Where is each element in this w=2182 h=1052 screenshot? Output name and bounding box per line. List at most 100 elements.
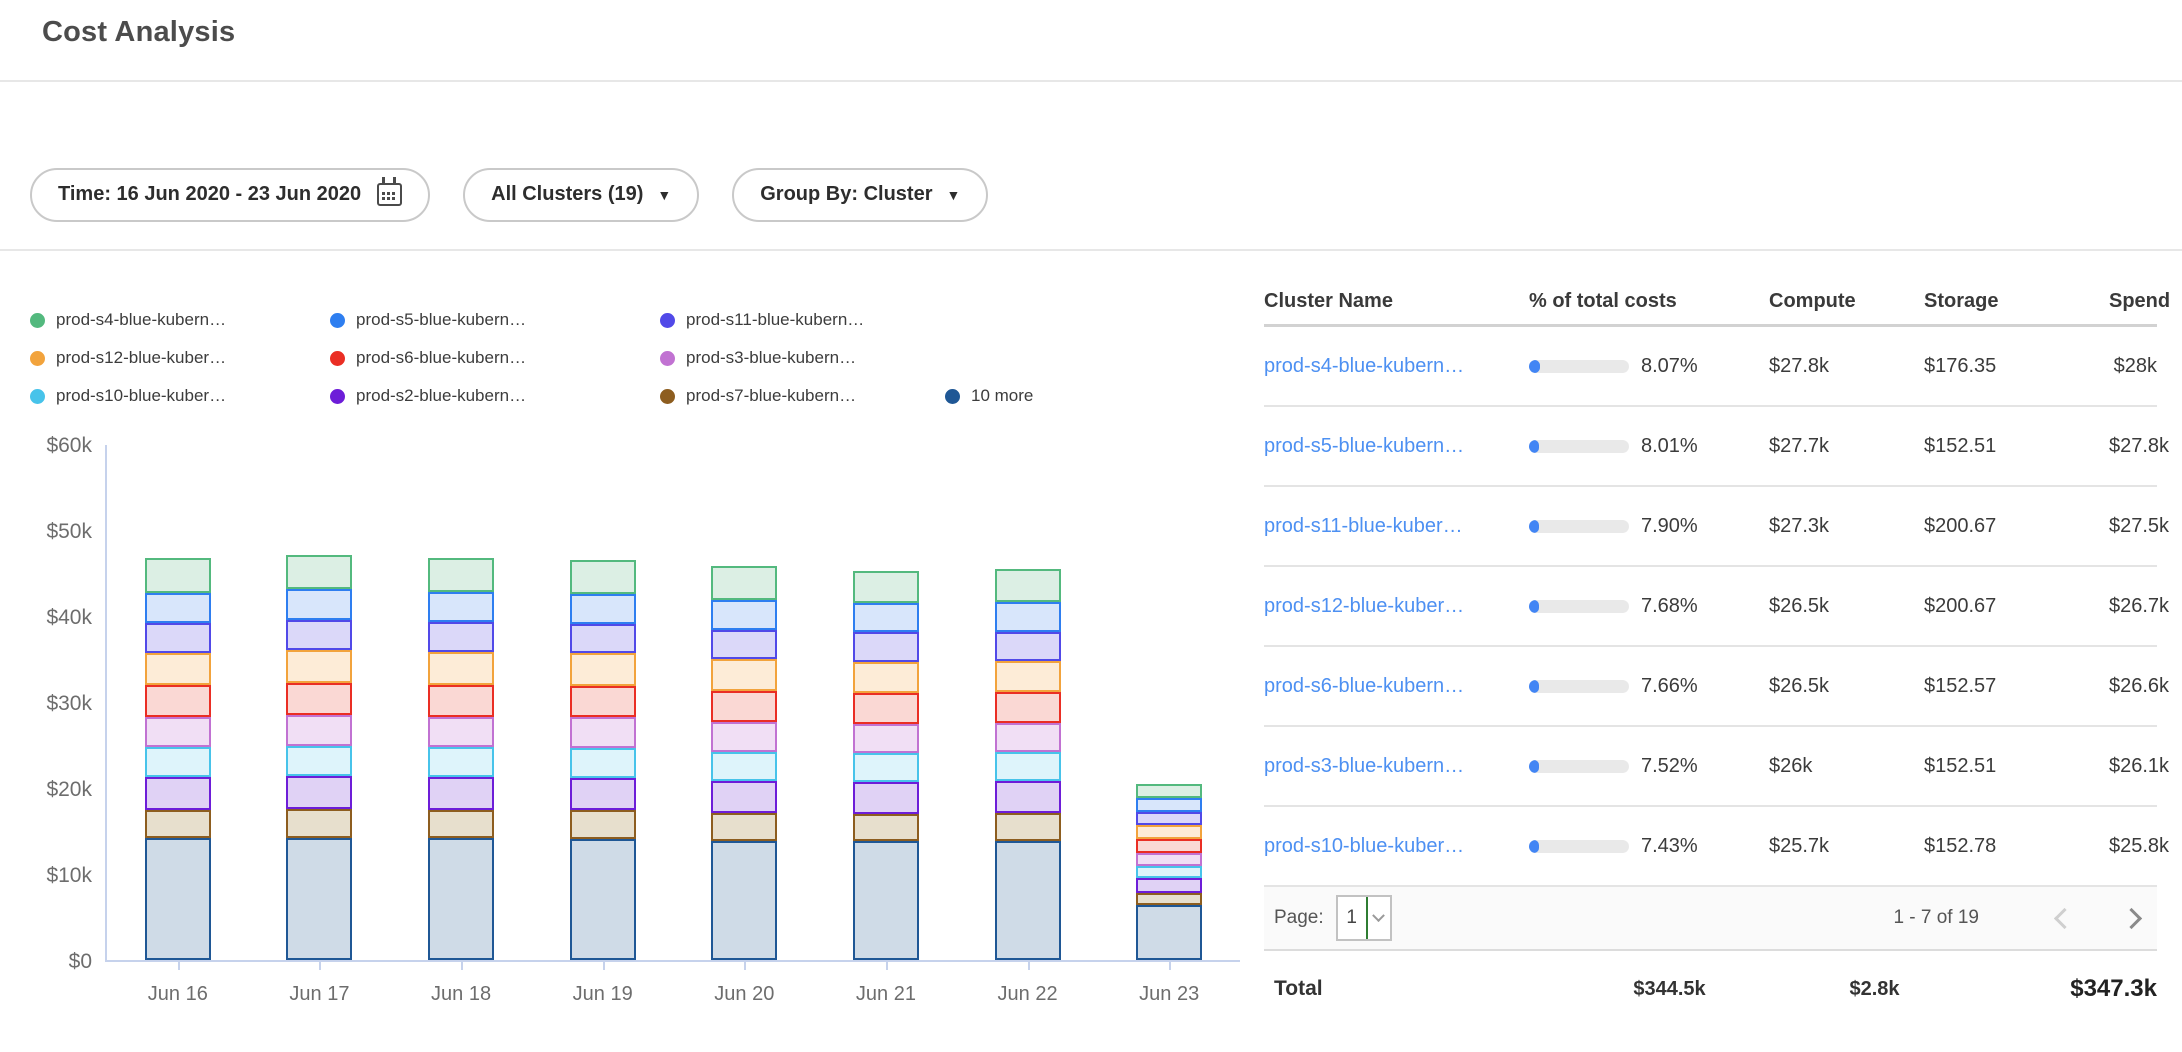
stacked-bar[interactable] [286, 554, 353, 960]
bar-segment[interactable] [428, 652, 495, 685]
legend-item[interactable]: prod-s6-blue-kubern… [330, 348, 660, 368]
bar-segment[interactable] [852, 570, 919, 604]
bar-segment[interactable] [569, 593, 636, 624]
bar-segment[interactable] [286, 714, 353, 746]
table-row[interactable]: prod-s10-blue-kuber… 7.43% $25.7k $152.78 $2… [1264, 807, 2169, 887]
bar-segment[interactable] [144, 653, 211, 685]
cluster-name-link[interactable]: prod-s12-blue-kuber… [1264, 594, 1465, 617]
legend-item[interactable]: prod-s4-blue-kubern… [30, 310, 330, 330]
bar-segment[interactable] [852, 813, 919, 842]
bar-segment[interactable] [711, 629, 778, 660]
bar-segment[interactable] [286, 683, 353, 715]
bar-segment[interactable] [569, 652, 636, 686]
stacked-bar[interactable] [711, 566, 778, 960]
cluster-name-link[interactable]: prod-s4-blue-kubern… [1264, 354, 1465, 377]
stacked-bar[interactable] [428, 557, 495, 960]
bar-segment[interactable] [286, 650, 353, 684]
bar-segment[interactable] [144, 716, 211, 747]
bar-segment[interactable] [1136, 798, 1203, 813]
table-row[interactable]: prod-s12-blue-kuber… 7.68% $26.5k $200.67 $2… [1264, 567, 2169, 647]
page-select[interactable]: 1 [1335, 895, 1392, 941]
bar-segment[interactable] [569, 717, 636, 748]
bar-segment[interactable] [569, 810, 636, 839]
bar-segment[interactable] [569, 623, 636, 653]
bar-segment[interactable] [569, 838, 636, 960]
table-row[interactable]: prod-s6-blue-kubern… 7.66% $26.5k $152.57 $2… [1264, 647, 2169, 727]
bar-segment[interactable] [144, 837, 211, 960]
bar-segment[interactable] [711, 813, 778, 841]
bar-segment[interactable] [994, 601, 1061, 632]
bar-segment[interactable] [711, 781, 778, 813]
bar-segment[interactable] [286, 589, 353, 621]
bar-segment[interactable] [286, 554, 353, 590]
bar-segment[interactable] [711, 840, 778, 960]
table-row[interactable]: prod-s4-blue-kubern… 8.07% $27.8k $176.35 $2… [1264, 327, 2157, 407]
bar-segment[interactable] [286, 837, 353, 960]
group-by-filter[interactable]: Group By: Cluster ▼ [732, 167, 989, 222]
bar-segment[interactable] [852, 723, 919, 753]
bar-segment[interactable] [711, 721, 778, 753]
bar-segment[interactable] [852, 841, 919, 960]
bar-segment[interactable] [428, 591, 495, 623]
bar-segment[interactable] [711, 690, 778, 722]
bar-segment[interactable] [1136, 783, 1203, 799]
bar-segment[interactable] [852, 692, 919, 724]
bar-segment[interactable] [852, 782, 919, 814]
bar-segment[interactable] [428, 684, 495, 717]
stacked-bar[interactable] [144, 558, 211, 960]
table-row[interactable]: prod-s5-blue-kubern… 8.01% $27.7k $152.51 $2… [1264, 407, 2169, 487]
bar-segment[interactable] [711, 659, 778, 691]
bar-segment[interactable] [711, 599, 778, 630]
stacked-bar[interactable] [1136, 783, 1203, 960]
bar-segment[interactable] [144, 622, 211, 654]
bar-segment[interactable] [994, 691, 1061, 723]
bar-segment[interactable] [852, 603, 919, 633]
bar-segment[interactable] [1136, 838, 1203, 853]
bar-segment[interactable] [1136, 905, 1203, 960]
bar-segment[interactable] [852, 661, 919, 693]
bar-segment[interactable] [994, 781, 1061, 813]
bar-segment[interactable] [1136, 825, 1203, 839]
legend-item[interactable]: prod-s11-blue-kubern… [660, 310, 945, 330]
bar-segment[interactable] [428, 776, 495, 810]
table-row[interactable]: prod-s3-blue-kubern… 7.52% $26k $152.51 $26.… [1264, 727, 2169, 807]
bar-segment[interactable] [428, 622, 495, 653]
cluster-name-link[interactable]: prod-s5-blue-kubern… [1264, 434, 1465, 457]
bar-segment[interactable] [569, 560, 636, 594]
legend-item[interactable]: prod-s12-blue-kuber… [30, 348, 330, 368]
bar-segment[interactable] [994, 631, 1061, 661]
bar-segment[interactable] [286, 808, 353, 838]
bar-segment[interactable] [144, 746, 211, 777]
cluster-name-link[interactable]: prod-s3-blue-kubern… [1264, 754, 1465, 777]
bar-segment[interactable] [852, 632, 919, 662]
cluster-name-link[interactable]: prod-s11-blue-kuber… [1264, 514, 1463, 537]
bar-segment[interactable] [428, 809, 495, 838]
bar-segment[interactable] [994, 752, 1061, 782]
stacked-bar[interactable] [569, 560, 636, 960]
next-page-icon[interactable] [2120, 907, 2143, 929]
bar-segment[interactable] [428, 716, 495, 747]
bar-segment[interactable] [1136, 812, 1203, 826]
bar-segment[interactable] [852, 752, 919, 783]
bar-segment[interactable] [286, 745, 353, 777]
cluster-name-link[interactable]: prod-s6-blue-kubern… [1264, 674, 1465, 697]
legend-item[interactable]: prod-s5-blue-kubern… [330, 310, 660, 330]
legend-item[interactable]: prod-s10-blue-kuber… [30, 386, 330, 406]
clusters-filter[interactable]: All Clusters (19) ▼ [463, 167, 700, 222]
bar-segment[interactable] [569, 747, 636, 778]
stacked-bar[interactable] [852, 570, 919, 960]
bar-segment[interactable] [286, 776, 353, 809]
bar-segment[interactable] [144, 684, 211, 717]
bar-segment[interactable] [994, 660, 1061, 692]
bar-segment[interactable] [144, 558, 211, 593]
bar-segment[interactable] [711, 752, 778, 782]
bar-segment[interactable] [428, 557, 495, 592]
cluster-name-link[interactable]: prod-s10-blue-kuber… [1264, 834, 1465, 857]
legend-item[interactable]: prod-s2-blue-kubern… [330, 386, 660, 406]
bar-segment[interactable] [144, 809, 211, 838]
stacked-bar[interactable] [994, 568, 1061, 960]
bar-segment[interactable] [1136, 865, 1203, 879]
bar-segment[interactable] [1136, 878, 1203, 893]
bar-segment[interactable] [994, 840, 1061, 960]
time-range-filter[interactable]: Time: 16 Jun 2020 - 23 Jun 2020 [30, 167, 431, 222]
